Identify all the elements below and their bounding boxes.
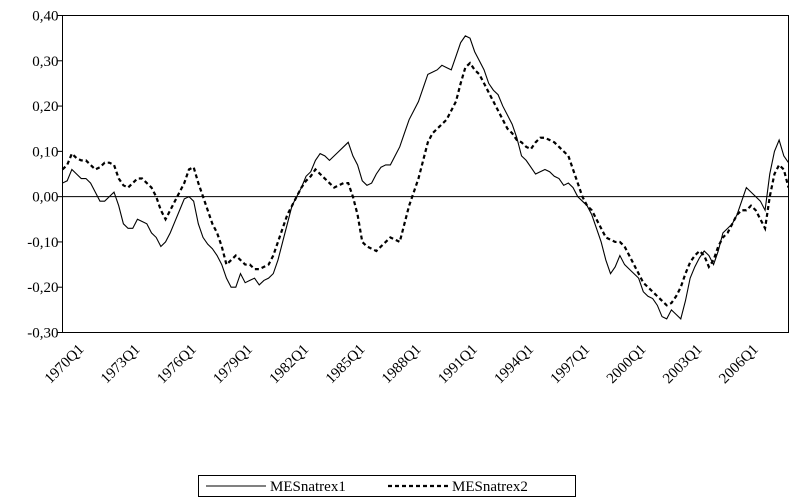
y-tick-label: 0,10	[32, 144, 58, 160]
y-tick-label: -0,30	[27, 326, 58, 342]
x-tick-label: 2000Q1	[604, 342, 649, 387]
y-tick-label: -0,20	[27, 280, 58, 296]
x-tick-label: 1991Q1	[435, 342, 480, 387]
x-tick-label: 1988Q1	[379, 342, 424, 387]
legend-label: MESnatrex2	[452, 479, 528, 495]
series-line	[62, 35, 789, 320]
x-tick-label: 1982Q1	[267, 342, 312, 387]
x-tick-label: 1973Q1	[98, 342, 143, 387]
y-tick-label: 0,40	[32, 9, 58, 25]
x-tick-label: 1985Q1	[323, 342, 368, 387]
series-line	[61, 61, 789, 307]
y-tick-label: 0,20	[32, 99, 58, 115]
x-tick-label: 2006Q1	[716, 342, 761, 387]
plot-frame	[62, 15, 789, 333]
y-tick-label: -0,10	[27, 235, 58, 251]
x-tick-label: 1970Q1	[42, 342, 87, 387]
y-tick-label: 0,30	[32, 54, 58, 70]
x-tick-label: 1979Q1	[210, 342, 255, 387]
x-tick-label: 2003Q1	[660, 342, 705, 387]
x-tick-label: 1997Q1	[548, 342, 593, 387]
legend-label: MESnatrex1	[270, 479, 346, 495]
x-tick-label: 1994Q1	[491, 342, 536, 387]
y-tick-label: 0,00	[32, 190, 58, 206]
x-tick-label: 1976Q1	[154, 342, 199, 387]
